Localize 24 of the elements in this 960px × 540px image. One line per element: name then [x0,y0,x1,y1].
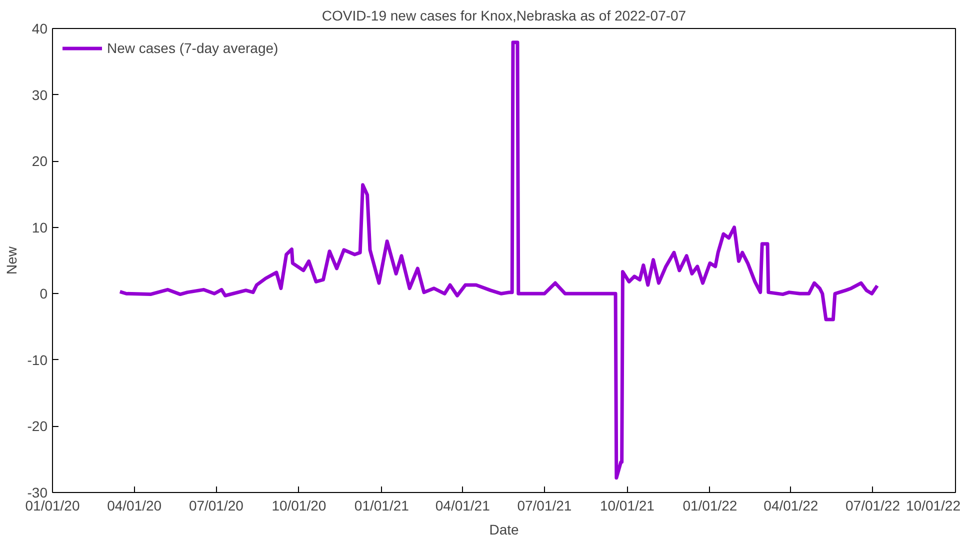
x-tick-label: 10/01/22 [906,498,960,514]
legend-label: New cases (7-day average) [107,40,278,56]
x-tick-label: 07/01/21 [517,498,572,514]
y-tick-label: -30 [27,484,48,500]
y-tick-label: 20 [32,153,48,170]
x-tick-label: 01/01/21 [354,498,410,514]
x-tick-label: 04/01/22 [764,498,818,514]
y-tick-label: 30 [32,86,48,103]
y-tick-label: 40 [32,20,48,36]
x-tick-label: 01/01/22 [682,498,738,514]
x-tick-label: 04/01/20 [107,498,162,514]
x-tick-label: 04/01/21 [435,498,490,514]
y-axis-title: New [3,246,20,275]
chart-title: COVID-19 new cases for Knox,Nebraska as of 2022-07-07 [322,8,686,24]
y-tick-label: 0 [40,286,48,302]
y-tick-label: 10 [32,219,48,236]
x-tick-label: 10/01/20 [272,498,326,514]
y-tick-label: -10 [27,352,48,368]
x-tick-label: 01/01/20 [25,498,80,514]
x-tick-label: 07/01/22 [846,498,900,514]
x-tick-label: 07/01/20 [188,498,244,514]
x-axis-title: Date [489,522,519,538]
y-tick-label: -20 [27,418,48,434]
x-tick-label: 10/01/21 [600,498,655,514]
